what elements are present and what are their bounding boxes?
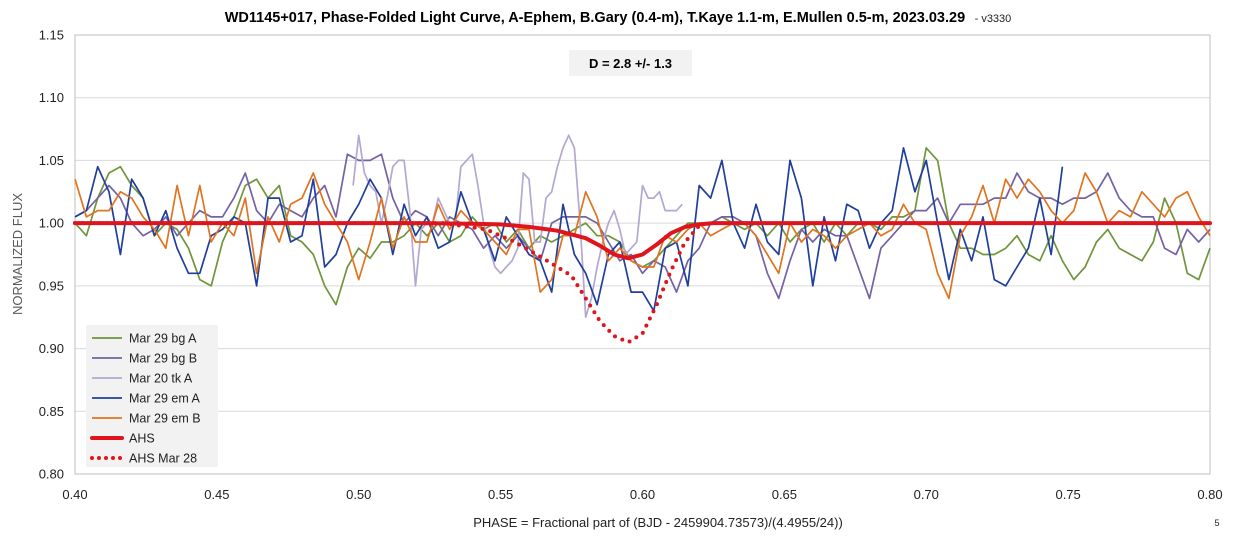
series-line-ahs-mar-28 [73,221,702,345]
legend-label: AHS [129,432,155,446]
x-tick-labels: 0.40 0.45 0.50 0.55 0.60 0.65 0.70 0.75 0.80 [62,487,1222,502]
legend-box [86,325,218,467]
legend-label: Mar 29 em A [129,392,201,406]
y-tick-label: 1.00 [39,216,64,231]
y-axis-title: NORMALIZED FLUX [10,193,25,315]
chart-title-main: WD1145+017, Phase-Folded Light Curve, A-… [225,10,965,26]
page-number: 5 [1214,518,1219,528]
series-line-mar-29-bg-b [74,153,1211,300]
y-tick-label: 0.90 [39,341,64,356]
x-tick-label: 0.60 [630,487,655,502]
y-tick-label: 0.95 [39,278,64,293]
series-line-mar-29-em-a [74,147,1064,312]
x-axis-title: PHASE = Fractional part of (BJD - 245990… [473,515,843,530]
depth-annotation-text: D = 2.8 +/- 1.3 [589,56,672,71]
chart-title-version: - v3330 [975,13,1012,25]
x-tick-label: 0.50 [346,487,371,502]
y-tick-labels: 0.80 0.85 0.90 0.95 1.00 1.05 1.10 1.15 [39,28,64,482]
x-tick-label: 0.45 [204,487,229,502]
depth-annotation-box [569,50,692,76]
legend: Mar 29 bg A Mar 29 bg B Mar 20 tk A Mar 29 … [86,325,218,467]
series-line-ahs [73,221,1212,261]
x-tick-label: 0.65 [772,487,797,502]
series-line-mar-20-tk-a [352,134,683,319]
chart-title: WD1145+017, Phase-Folded Light Curve, A-… [225,9,1012,26]
y-tick-label: 1.15 [39,28,64,43]
legend-label: Mar 29 bg A [129,332,197,346]
x-tick-label: 0.55 [488,487,513,502]
x-tick-label: 0.75 [1055,487,1080,502]
legend-label: Mar 20 tk A [129,372,193,386]
x-tick-label: 0.80 [1197,487,1222,502]
y-tick-label: 0.85 [39,404,64,419]
legend-label: Mar 29 em B [129,412,201,426]
y-tick-label: 1.10 [39,90,64,105]
plot-area-frame [74,34,1211,475]
y-tick-label: 0.80 [39,467,64,482]
depth-annotation: D = 2.8 +/- 1.3 [569,50,692,76]
y-tick-label: 1.05 [39,153,64,168]
series-lines [73,134,1212,345]
legend-label: AHS Mar 28 [129,452,197,466]
x-tick-label: 0.70 [914,487,939,502]
x-tick-label: 0.40 [62,487,87,502]
legend-label: Mar 29 bg B [129,352,197,366]
series-line-mar-29-em-b [74,172,1211,300]
